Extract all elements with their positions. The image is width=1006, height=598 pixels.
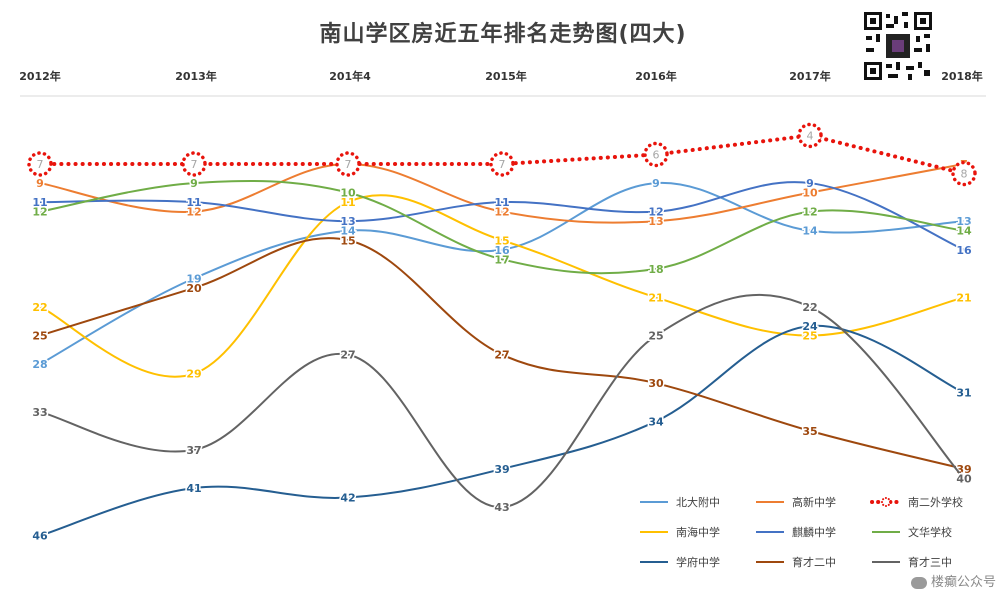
series-2-marker <box>27 151 53 177</box>
series-7-data-label: 20 <box>186 282 202 295</box>
series-0-data-label: 9 <box>652 177 660 190</box>
series-2-marker <box>951 160 977 187</box>
series-7-data-label: 35 <box>802 425 817 438</box>
series-5-data-label: 12 <box>32 206 47 219</box>
series-8-data-label: 22 <box>802 301 817 314</box>
series-2-marker <box>797 122 823 149</box>
series-8-data-label: 40 <box>956 473 972 486</box>
series-4-data-label: 16 <box>956 244 972 257</box>
category-label: 2018年 <box>941 69 983 83</box>
series-8-data-label: 33 <box>32 406 47 419</box>
series-3-line <box>39 194 965 378</box>
series-8-data-label: 25 <box>648 330 663 343</box>
series-1-data-label: 13 <box>648 215 663 228</box>
series-5-data-label: 17 <box>494 253 509 266</box>
series-0-line <box>39 182 965 366</box>
series-4-data-label: 13 <box>340 215 355 228</box>
series-0-data-label: 14 <box>802 225 818 238</box>
series-7-line <box>39 237 965 470</box>
series-0-data-label: 14 <box>340 225 356 238</box>
series-2-data-label: 7 <box>37 158 44 171</box>
series-2-data-label: 8 <box>961 168 968 181</box>
series-8-data-label: 43 <box>494 501 509 514</box>
series-8-line <box>39 294 965 509</box>
chart-title: 南山学区房近五年排名走势图(四大) <box>319 22 687 47</box>
category-label: 2015年 <box>485 69 527 83</box>
series-2-marker <box>489 151 515 177</box>
series-0-data-label: 19 <box>186 272 201 285</box>
series-8-data-label: 27 <box>340 349 355 362</box>
series-5-data-label: 18 <box>648 263 663 276</box>
series-0-data-label: 28 <box>32 358 47 371</box>
series-2-data-label: 7 <box>345 158 352 171</box>
series-5-line <box>39 179 965 275</box>
series-3-data-label: 21 <box>956 291 971 304</box>
series-2-data-label: 7 <box>191 158 198 171</box>
legend-label: 育才三中 <box>908 555 952 569</box>
series-2-marker <box>643 141 669 168</box>
series-7-data-label: 27 <box>494 349 509 362</box>
series-3-data-label: 22 <box>32 301 47 314</box>
series-3-data-label: 25 <box>802 330 817 343</box>
legend-label: 麒麟中学 <box>792 525 836 539</box>
series-7-data-label: 15 <box>340 234 355 247</box>
series-8-data-label: 37 <box>186 444 201 457</box>
category-label: 2013年 <box>175 69 217 83</box>
series-1-data-label: 12 <box>494 206 509 219</box>
legend-label: 南海中学 <box>676 525 720 539</box>
series-4-data-label: 11 <box>494 196 509 209</box>
series-5-data-label: 12 <box>802 206 817 219</box>
series-3-data-label: 29 <box>186 368 201 381</box>
series-6-data-label: 31 <box>956 387 971 400</box>
series-0-data-label: 13 <box>956 215 971 228</box>
category-label: 2016年 <box>635 69 677 83</box>
qr-code-icon <box>862 10 934 82</box>
series-6-data-label: 41 <box>186 482 201 495</box>
series-4-data-label: 9 <box>806 177 814 190</box>
legend-label: 南二外学校 <box>908 495 963 509</box>
legend-swatch-marker <box>881 497 891 507</box>
series-7-data-label: 25 <box>32 330 47 343</box>
series-2-data-label: 4 <box>807 129 814 142</box>
wechat-icon <box>910 576 927 589</box>
series-6-data-label: 39 <box>494 463 509 476</box>
legend-label: 高新中学 <box>792 495 836 509</box>
category-label: 2017年 <box>789 69 831 83</box>
series-6-data-label: 34 <box>648 415 664 428</box>
series-1-data-label: 9 <box>36 177 44 190</box>
series-5-data-label: 10 <box>340 187 356 200</box>
series-4-data-label: 11 <box>32 196 47 209</box>
series-2-marker <box>335 151 361 177</box>
series-3-data-label: 11 <box>340 196 355 209</box>
series-3-data-label: 15 <box>494 234 509 247</box>
series-6-data-label: 46 <box>32 530 48 543</box>
series-3-data-label: 21 <box>648 291 663 304</box>
series-6-line <box>39 324 965 537</box>
series-6-data-label: 24 <box>802 320 818 333</box>
legend-label: 北大附中 <box>676 495 720 509</box>
legend-label: 育才二中 <box>792 555 836 569</box>
category-label: 201年4 <box>329 69 371 83</box>
series-2-data-label: 6 <box>653 148 660 161</box>
legend-label: 文华学校 <box>908 525 952 539</box>
series-2-marker <box>181 151 207 177</box>
series-6-data-label: 42 <box>340 492 355 505</box>
series-1-line <box>39 163 965 224</box>
series-4-data-label: 12 <box>648 206 663 219</box>
series-1-data-label: 10 <box>802 187 818 200</box>
series-2-data-label: 7 <box>499 158 506 171</box>
watermark: 楼癫公众号 <box>910 571 996 590</box>
category-label: 2012年 <box>19 69 61 83</box>
legend-label: 学府中学 <box>676 555 720 569</box>
watermark-text: 楼癫公众号 <box>930 575 996 590</box>
series-5-data-label: 14 <box>956 225 972 238</box>
series-1-data-label: 12 <box>186 206 201 219</box>
series-0-data-label: 16 <box>494 244 510 257</box>
series-7-data-label: 30 <box>648 377 664 390</box>
series-4-line <box>39 181 965 251</box>
series-4-data-label: 11 <box>186 196 201 209</box>
series-5-data-label: 9 <box>190 177 198 190</box>
